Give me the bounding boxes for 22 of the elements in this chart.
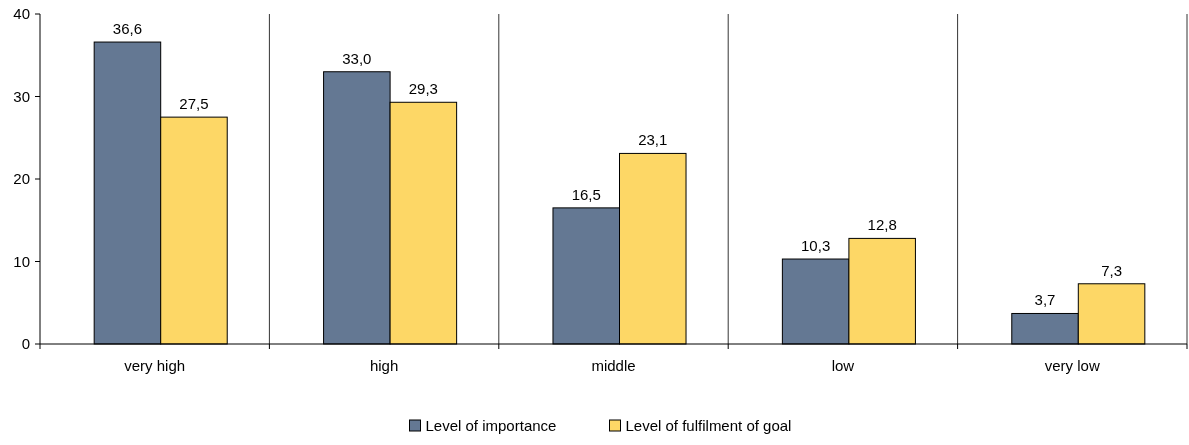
data-label: 7,3: [1101, 261, 1122, 279]
x-tick-label: very low: [1044, 357, 1100, 374]
data-label: 16,5: [571, 185, 601, 203]
y-tick-label: 20: [13, 170, 30, 188]
legend-label: Level of fulfilment of goal: [625, 417, 792, 434]
y-tick-label: 0: [21, 335, 30, 353]
data-label: 12,8: [867, 216, 897, 234]
x-tick-label: middle: [591, 357, 636, 374]
y-tick-label: 30: [13, 87, 30, 105]
data-label: 3,7: [1034, 291, 1056, 309]
data-label: 33,0: [342, 49, 372, 67]
data-label: 27,5: [179, 95, 209, 113]
data-label: 29,3: [408, 80, 438, 98]
x-tick-label: very high: [124, 357, 186, 374]
legend-label: Level of importance: [425, 417, 557, 434]
x-tick-label: low: [831, 357, 855, 374]
y-tick-label: 10: [13, 252, 30, 270]
data-label: 23,1: [638, 131, 668, 149]
y-tick-label: 40: [13, 5, 30, 23]
x-tick-label: high: [369, 357, 399, 374]
data-label: 10,3: [801, 237, 831, 255]
data-label: 36,6: [112, 20, 143, 38]
